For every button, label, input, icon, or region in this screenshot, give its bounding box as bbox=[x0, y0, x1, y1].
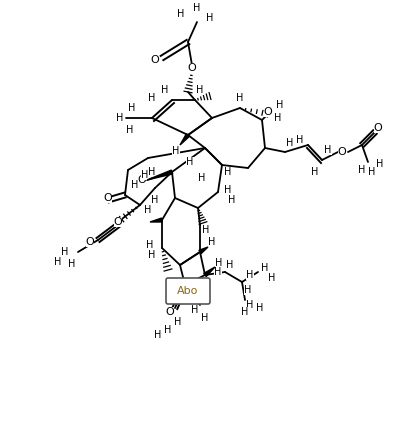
Text: H: H bbox=[148, 250, 156, 260]
Text: H: H bbox=[193, 3, 201, 13]
Text: H: H bbox=[177, 9, 185, 19]
Text: H: H bbox=[173, 146, 180, 156]
Text: H: H bbox=[256, 303, 264, 313]
Text: H: H bbox=[164, 325, 172, 335]
Text: O: O bbox=[264, 107, 272, 117]
Text: H: H bbox=[174, 317, 182, 327]
Text: H: H bbox=[148, 93, 156, 103]
Text: H: H bbox=[286, 138, 294, 148]
Text: H: H bbox=[274, 113, 282, 123]
Text: H: H bbox=[324, 145, 332, 155]
Text: H: H bbox=[246, 300, 254, 310]
FancyBboxPatch shape bbox=[166, 278, 210, 304]
Text: O: O bbox=[187, 63, 196, 73]
Text: H: H bbox=[144, 205, 152, 215]
Text: H: H bbox=[228, 195, 236, 205]
Text: H: H bbox=[202, 225, 210, 235]
Text: H: H bbox=[358, 165, 366, 175]
Polygon shape bbox=[204, 267, 215, 276]
Text: H: H bbox=[126, 125, 134, 135]
Text: H: H bbox=[268, 273, 276, 283]
Text: H: H bbox=[201, 313, 209, 323]
Text: H: H bbox=[68, 259, 76, 269]
Text: H: H bbox=[276, 100, 284, 110]
Text: O: O bbox=[166, 307, 175, 317]
Polygon shape bbox=[147, 170, 173, 180]
Text: H: H bbox=[376, 159, 384, 169]
Text: H: H bbox=[214, 267, 222, 277]
Text: H: H bbox=[246, 270, 254, 280]
Polygon shape bbox=[180, 134, 189, 145]
Text: H: H bbox=[198, 173, 206, 183]
Text: H: H bbox=[146, 240, 154, 250]
Text: H: H bbox=[296, 135, 304, 145]
Polygon shape bbox=[150, 218, 162, 222]
Text: H: H bbox=[206, 13, 214, 23]
Text: H: H bbox=[186, 157, 194, 167]
Text: H: H bbox=[208, 237, 216, 247]
Text: H: H bbox=[196, 85, 204, 95]
Text: H: H bbox=[191, 305, 199, 315]
Text: H: H bbox=[241, 307, 249, 317]
Text: H: H bbox=[148, 167, 156, 177]
Text: O: O bbox=[138, 175, 146, 185]
Text: H: H bbox=[161, 85, 169, 95]
Text: H: H bbox=[236, 93, 244, 103]
Text: O: O bbox=[374, 123, 382, 133]
Text: H: H bbox=[215, 258, 223, 268]
Text: H: H bbox=[131, 180, 139, 190]
Text: H: H bbox=[128, 103, 136, 113]
Polygon shape bbox=[199, 247, 208, 254]
Text: H: H bbox=[368, 167, 376, 177]
Text: O: O bbox=[114, 217, 122, 227]
Text: H: H bbox=[224, 185, 231, 195]
Text: H: H bbox=[261, 263, 269, 273]
Text: H: H bbox=[224, 167, 231, 177]
Text: O: O bbox=[151, 55, 159, 65]
Text: O: O bbox=[338, 147, 346, 157]
Text: O: O bbox=[86, 237, 95, 247]
Text: O: O bbox=[103, 193, 112, 203]
Text: H: H bbox=[311, 167, 319, 177]
Text: H: H bbox=[226, 260, 234, 270]
Text: H: H bbox=[54, 257, 62, 267]
Text: H: H bbox=[152, 195, 159, 205]
Text: H: H bbox=[154, 330, 162, 340]
Text: Abo: Abo bbox=[177, 286, 199, 296]
Text: H: H bbox=[244, 285, 252, 295]
Text: H: H bbox=[141, 170, 149, 180]
Text: H: H bbox=[116, 113, 124, 123]
Text: H: H bbox=[61, 247, 69, 257]
